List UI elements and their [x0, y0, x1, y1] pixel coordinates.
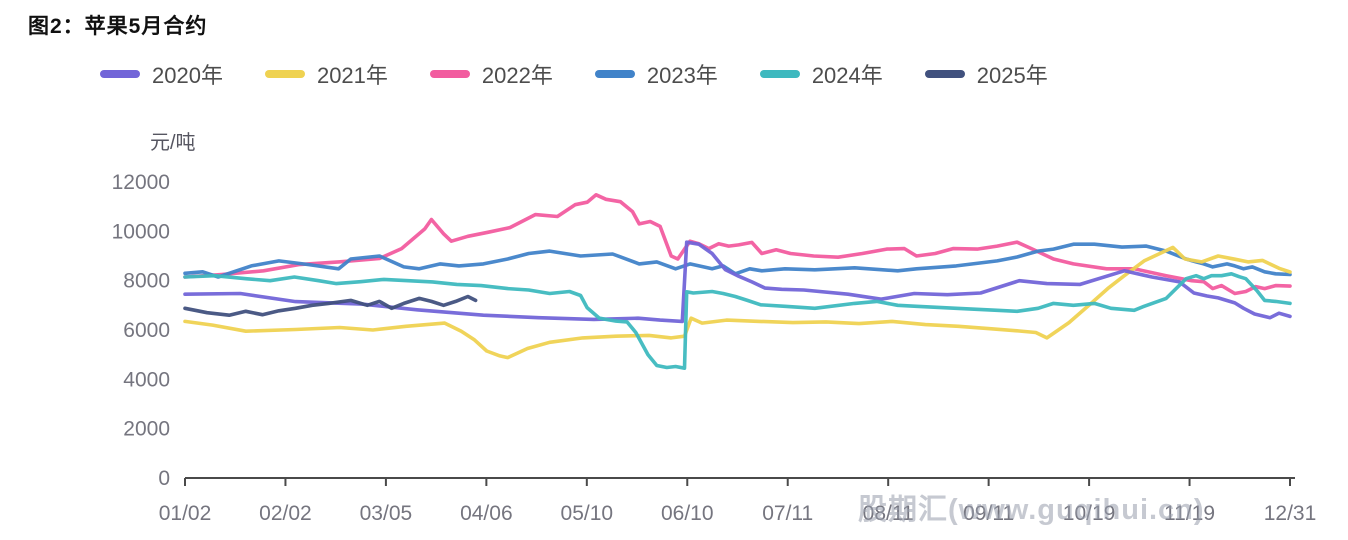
series-line-2025	[183, 294, 478, 318]
x-tick-label: 05/10	[561, 502, 614, 525]
legend-item-2020[interactable]: 2020年	[100, 58, 223, 90]
legend: 2020年 2021年 2022年 2023年 2024年 2025年	[100, 58, 1090, 90]
x-tick-label: 08/11	[863, 502, 914, 525]
y-tick-label: 8000	[123, 270, 170, 293]
legend-label: 2022年	[481, 63, 553, 88]
x-tick-label: 06/10	[661, 502, 714, 525]
x-tick-label: 12/31	[1264, 502, 1317, 525]
legend-item-2022[interactable]: 2022年	[429, 58, 553, 90]
x-tick-label: 01/02	[159, 502, 212, 525]
legend-label: 2025年	[976, 63, 1048, 88]
legend-swatch-2023	[594, 70, 635, 78]
y-axis-unit-label: 元/吨	[150, 132, 196, 154]
legend-label: 2024年	[811, 63, 883, 88]
legend-item-2025[interactable]: 2025年	[924, 58, 1048, 90]
series-line-2024	[183, 271, 1292, 371]
x-tick-label: 04/06	[460, 502, 513, 525]
y-tick-label: 6000	[123, 319, 170, 342]
legend-swatch-2020	[100, 70, 140, 78]
legend-swatch-2025	[924, 70, 965, 78]
x-tick-label: 07/11	[762, 502, 813, 525]
x-tick-label: 11/19	[1164, 502, 1215, 525]
x-tick-label: 02/02	[259, 502, 312, 525]
watermark: 股期汇(www.guqihui.cn)	[858, 494, 1205, 526]
legend-label: 2021年	[316, 63, 388, 88]
legend-item-2021[interactable]: 2021年	[264, 58, 388, 90]
legend-swatch-2024	[759, 70, 800, 78]
x-tick-label: 09/11	[963, 502, 1014, 525]
series-line-2021	[183, 245, 1292, 360]
x-tick-label: 03/05	[360, 502, 413, 525]
chart-title: 图2：苹果5月合约	[28, 15, 208, 38]
y-tick-label: 0	[158, 467, 170, 490]
legend-swatch-2021	[264, 70, 305, 78]
legend-label: 2023年	[646, 63, 718, 88]
legend-swatch-2022	[429, 70, 470, 78]
x-tick-label: 10/19	[1063, 502, 1116, 525]
legend-label: 2020年	[152, 63, 223, 88]
y-tick-label: 10000	[112, 220, 170, 243]
legend-item-2024[interactable]: 2024年	[759, 58, 883, 90]
series-line-2022	[183, 193, 1292, 296]
legend-item-2023[interactable]: 2023年	[594, 58, 718, 90]
series-line-2020	[183, 240, 1292, 324]
y-tick-label: 12000	[112, 171, 170, 194]
y-tick-label: 2000	[123, 418, 170, 441]
y-tick-label: 4000	[123, 368, 170, 391]
